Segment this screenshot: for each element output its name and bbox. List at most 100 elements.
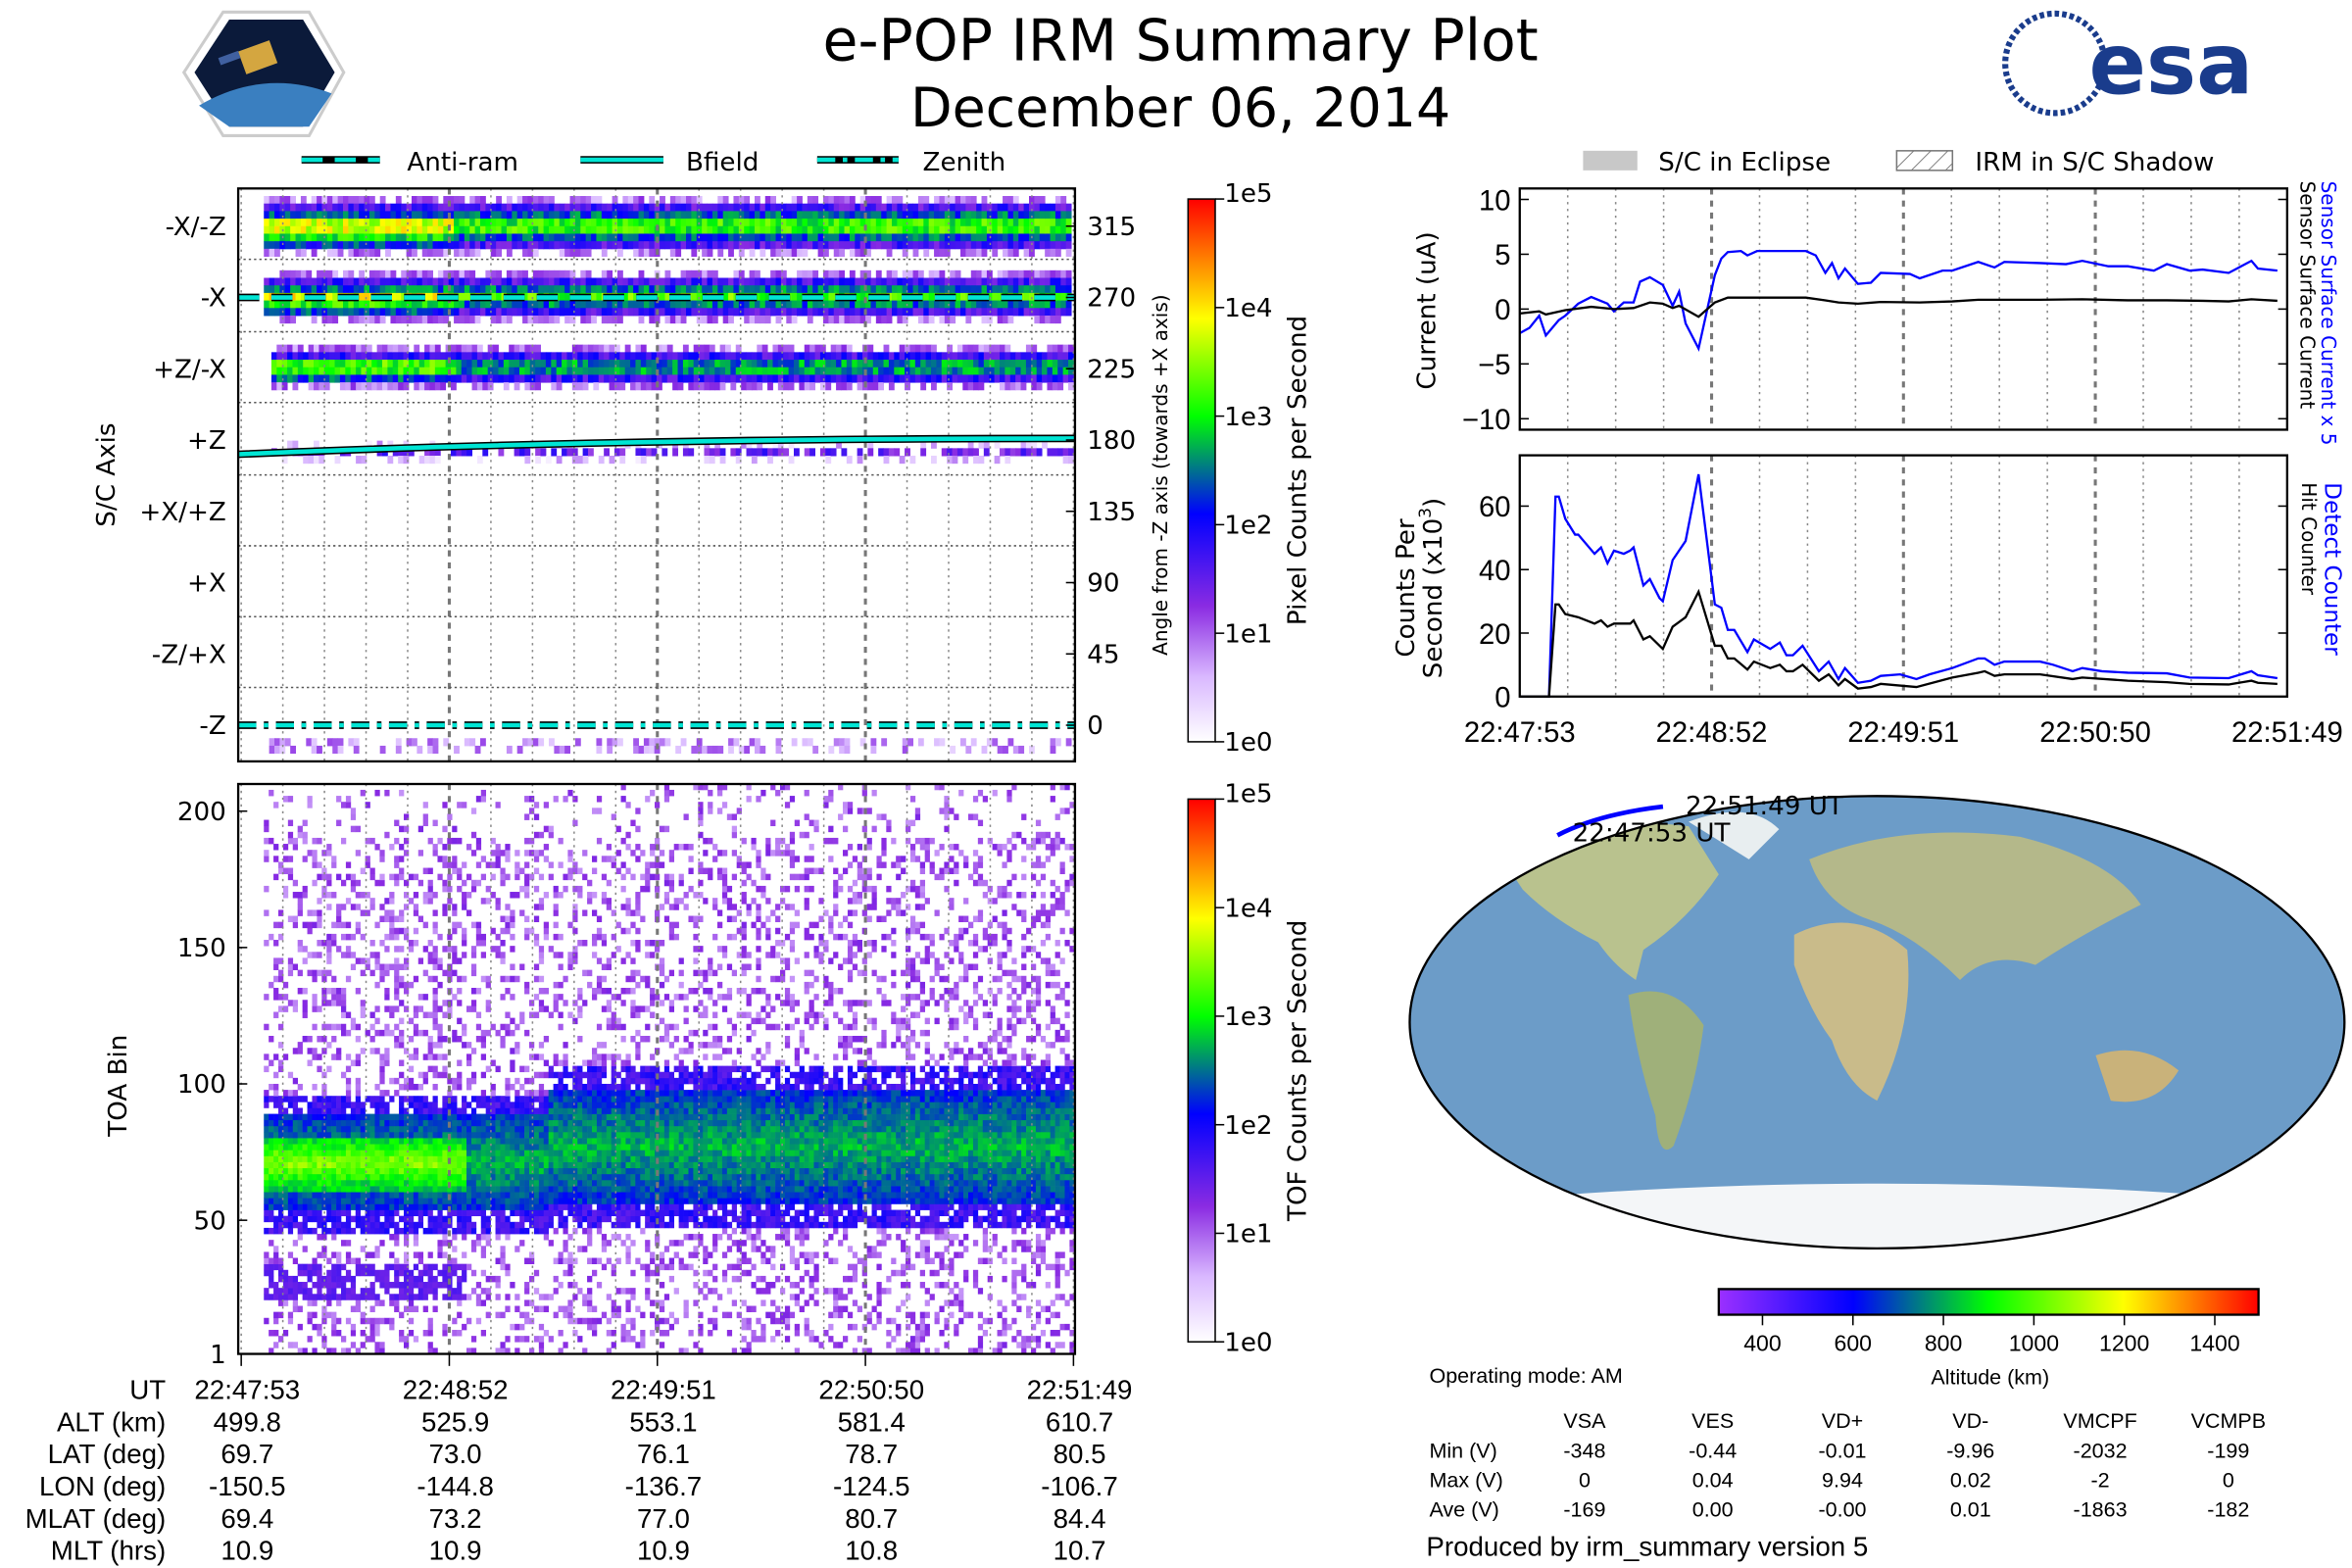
- heatmap-cell: [406, 738, 413, 747]
- heatmap-cell: [464, 738, 470, 747]
- heatmap-cell: [427, 1125, 433, 1133]
- heatmap-cell: [437, 933, 443, 941]
- heatmap-cell: [643, 285, 650, 294]
- heatmap-cell: [469, 308, 476, 317]
- heatmap-cell: [612, 738, 618, 747]
- heatmap-cell: [917, 315, 924, 324]
- heatmap-cell: [359, 300, 365, 309]
- heatmap-cell: [345, 1054, 352, 1060]
- heatmap-cell: [345, 1240, 352, 1247]
- heatmap-cell: [264, 1113, 270, 1121]
- heatmap-cell: [413, 1144, 419, 1151]
- heatmap-cell: [952, 374, 958, 383]
- heatmap-cell: [278, 1209, 284, 1217]
- heatmap-cell: [817, 241, 824, 250]
- heatmap-cell: [297, 969, 303, 977]
- heatmap-cell: [350, 1215, 357, 1223]
- heatmap-cell: [601, 203, 608, 212]
- heatmap-cell: [432, 1348, 438, 1354]
- heatmap-cell: [427, 837, 433, 845]
- heatmap-cell: [722, 225, 729, 234]
- heatmap-cell: [442, 1227, 448, 1235]
- heatmap-cell: [1029, 285, 1035, 294]
- heatmap-cell: [986, 292, 993, 302]
- heatmap-cell: [738, 225, 745, 234]
- heatmap-cell: [702, 270, 708, 278]
- heatmap-cell: [287, 1161, 294, 1169]
- heatmap-cell: [384, 1282, 390, 1289]
- heatmap-cell: [823, 277, 829, 286]
- heatmap-cell: [512, 219, 518, 227]
- heatmap-cell: [1050, 738, 1056, 747]
- heatmap-cell: [385, 285, 391, 294]
- heatmap-cell: [770, 248, 776, 257]
- heatmap-cell: [941, 374, 948, 383]
- heatmap-cell: [422, 1155, 428, 1162]
- heatmap-cell: [422, 1150, 428, 1156]
- heatmap-cell: [947, 382, 953, 391]
- heatmap-cell: [326, 1102, 332, 1108]
- heatmap-cell: [580, 300, 587, 309]
- heatmap-cell: [512, 270, 518, 278]
- heatmap-cell: [735, 367, 742, 375]
- heatmap-cell: [738, 285, 745, 294]
- heatmap-cell: [364, 211, 370, 220]
- heatmap-cell: [786, 308, 793, 317]
- heatmap-cell: [326, 270, 333, 278]
- heatmap-cell: [282, 1167, 289, 1175]
- heatmap-cell: [666, 352, 673, 361]
- heatmap-cell: [282, 1192, 289, 1199]
- heatmap-cell: [538, 315, 545, 324]
- heatmap-cell: [973, 360, 979, 368]
- heatmap-cell: [264, 1096, 270, 1102]
- heatmap-cell: [350, 1144, 357, 1151]
- heatmap-cell: [672, 382, 678, 391]
- heatmap-cell: [379, 225, 386, 234]
- heatmap-cell: [406, 285, 413, 294]
- heatmap-cell: [1007, 248, 1014, 257]
- heatmap-cell: [931, 374, 937, 383]
- heatmap-cell: [312, 879, 318, 887]
- heatmap-cell: [394, 1192, 400, 1199]
- heatmap-cell: [897, 219, 904, 227]
- heatmap-cell: [607, 270, 613, 278]
- heatmap-cell: [635, 360, 642, 368]
- heatmap-cell: [912, 241, 919, 250]
- heatmap-cell: [950, 315, 956, 324]
- heatmap-cell: [350, 1323, 357, 1331]
- heatmap-cell: [417, 1125, 423, 1133]
- heatmap-cell: [662, 344, 668, 353]
- heatmap-cell: [368, 277, 375, 286]
- heatmap-cell: [992, 233, 999, 242]
- heatmap-cell: [390, 292, 397, 302]
- heatmap-cell: [311, 738, 318, 747]
- heatmap-cell: [331, 1348, 337, 1354]
- heatmap-cell: [269, 1179, 274, 1187]
- heatmap-cell: [282, 1215, 289, 1223]
- heatmap-cell: [326, 879, 332, 887]
- heatmap-cell: [902, 300, 908, 309]
- heatmap-cell: [514, 374, 520, 383]
- heatmap-cell: [422, 1119, 428, 1127]
- heatmap-cell: [596, 225, 603, 234]
- heatmap-cell: [350, 813, 357, 820]
- heatmap-cell: [345, 873, 352, 881]
- heatmap-cell: [317, 1102, 322, 1108]
- heatmap-cell: [1025, 352, 1032, 361]
- heatmap-cell: [321, 885, 327, 893]
- heatmap-cell: [321, 241, 328, 250]
- heatmap-cell: [312, 1263, 318, 1271]
- heatmap-cell: [577, 374, 584, 383]
- heatmap-cell: [532, 219, 539, 227]
- heatmap-cell: [365, 856, 370, 862]
- heatmap-cell: [857, 360, 863, 368]
- heatmap-cell: [273, 1083, 279, 1091]
- heatmap-cell: [466, 344, 472, 353]
- heatmap-cell: [398, 352, 404, 361]
- heatmap-cell: [878, 360, 884, 368]
- heatmap-cell: [287, 1179, 294, 1187]
- heatmap-cell: [382, 374, 388, 383]
- heatmap-cell: [962, 367, 969, 375]
- heatmap-cell: [374, 308, 381, 317]
- heatmap-cell: [471, 344, 478, 353]
